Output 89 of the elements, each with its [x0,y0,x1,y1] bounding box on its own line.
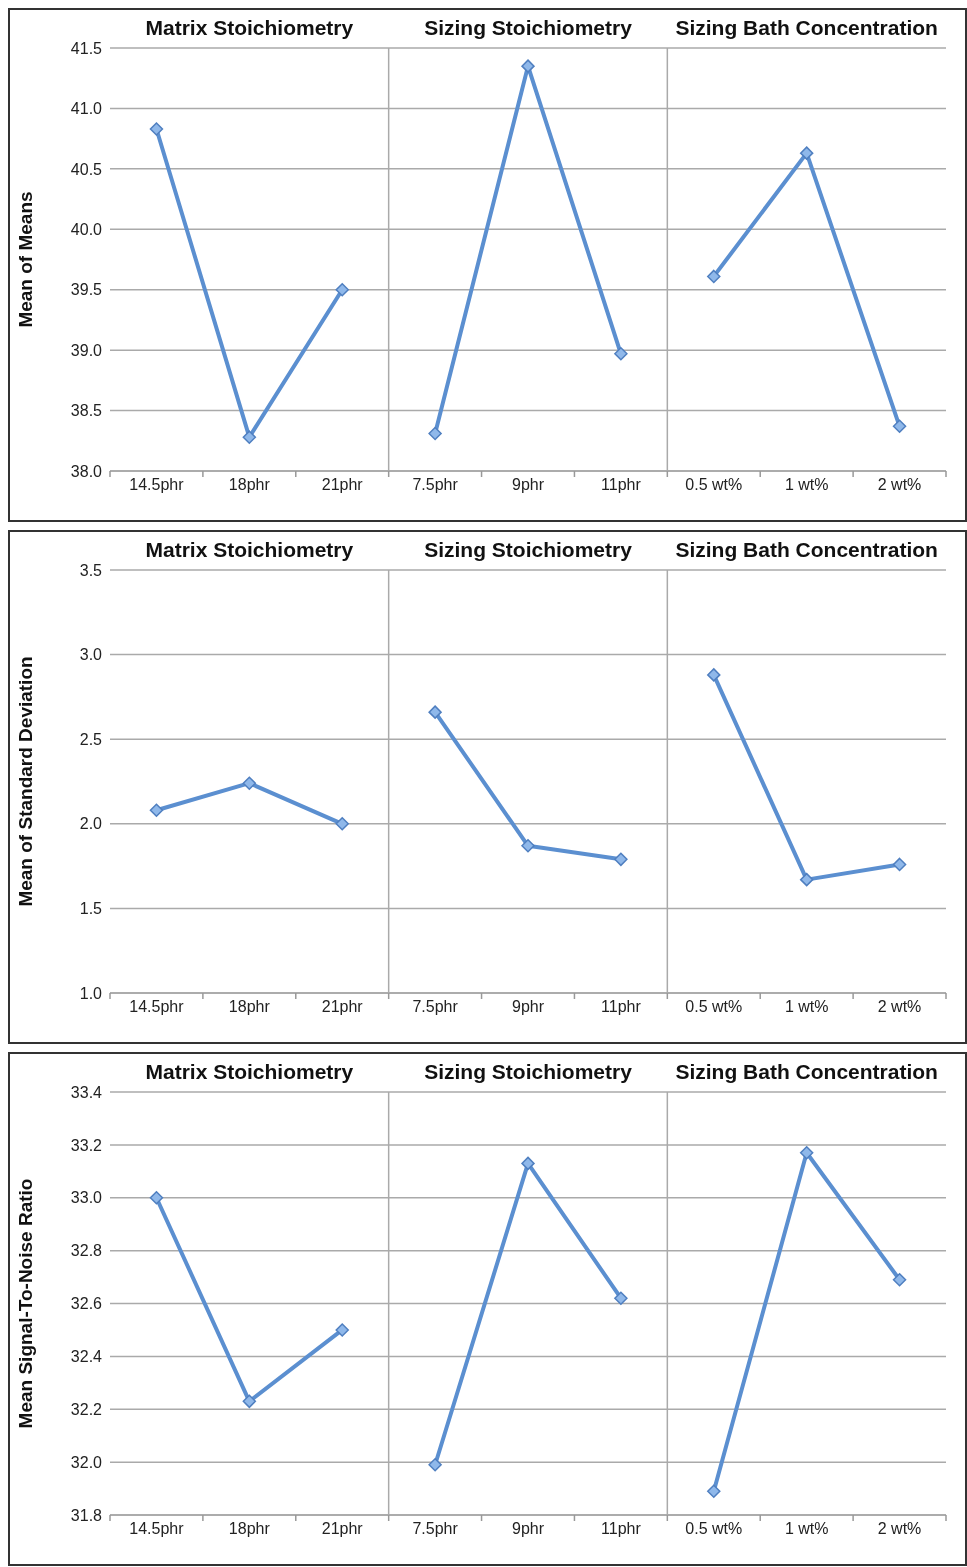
y-tick-label: 33.2 [70,1136,103,1154]
y-tick-label: 2.5 [79,730,103,748]
y-axis-title: Mean of Standard Deviation [14,656,36,907]
y-tick-label: 33.4 [70,1083,103,1101]
point [707,1484,721,1498]
y-tick-label: 3.0 [79,646,103,664]
y-tick-label: 39.5 [70,281,103,299]
point [614,1291,628,1305]
y-tick-label: 38.0 [70,462,103,480]
point [242,430,257,444]
x-tick-label: 11phr [601,1520,642,1538]
y-tick-label: 41.0 [70,100,103,118]
text: Sizing Stoichiometry [424,538,632,561]
point [242,1394,257,1409]
x-tick-label: 1 wt% [784,476,829,494]
point [149,803,164,818]
x-tick-label: 0.5 wt% [685,476,743,494]
point [428,705,442,719]
text: Sizing Bath Concentration [674,538,939,562]
y-axis-title: Mean Signal-To-Noise Ratio [14,1178,36,1429]
x-tick-label: 1 wt% [784,1520,829,1538]
x-tick-label: 21phr [321,1520,364,1538]
y-tick-label: 32.2 [70,1400,103,1418]
text: Matrix Stoichiometry [144,16,355,40]
x-tick-label: 18phr [228,998,271,1016]
y-tick-label: 1.5 [79,900,103,918]
y-tick-label: 41.5 [70,39,103,57]
x-tick-label: 18phr [228,476,271,494]
text: Sizing Bath Concentration [674,16,939,40]
x-tick-label: 2 wt% [877,998,922,1016]
y-tick-label: 3.5 [79,561,103,579]
point [614,852,628,867]
x-tick-label: 0.5 wt% [685,1520,743,1538]
y-axis-title: Mean of Means [14,191,36,328]
y-tick-label: 31.8 [70,1506,103,1524]
y-tick-label: 32.4 [70,1348,103,1366]
point [799,872,814,887]
x-tick-label: 14.5phr [129,476,185,494]
text: Sizing Stoichiometry [424,1060,632,1083]
x-tick-label: 14.5phr [129,998,185,1016]
y-tick-label: 2.0 [79,815,103,833]
y-tick-label: 38.5 [70,402,103,420]
y-tick-label: 40.0 [70,220,103,238]
text: Matrix Stoichiometry [144,538,355,562]
x-tick-label: 7.5phr [412,998,459,1016]
x-tick-label: 9phr [511,476,545,494]
x-tick-label: 0.5 wt% [685,998,743,1016]
point [892,857,907,872]
point [521,839,535,853]
y-tick-label: 40.5 [70,160,103,178]
point [521,1156,535,1171]
x-tick-label: 11phr [601,998,642,1016]
y-tick-label: 1.0 [79,984,103,1002]
y-tick-label: 39.0 [70,341,103,359]
point [614,347,628,361]
text: Matrix Stoichiometry [144,1060,355,1084]
y-tick-label: 32.8 [70,1242,103,1260]
point [242,776,257,790]
point [149,1191,164,1205]
x-tick-label: 14.5phr [129,1520,185,1538]
x-tick-label: 9phr [511,1520,545,1538]
y-tick-label: 33.0 [70,1189,103,1207]
text: Sizing Stoichiometry [424,16,632,39]
point [521,59,535,73]
point [428,426,442,441]
x-tick-label: 21phr [321,476,364,494]
point [335,282,349,297]
text: Sizing Bath Concentration [674,1060,939,1084]
point [149,122,164,136]
x-tick-label: 2 wt% [877,1520,922,1538]
point [799,146,814,160]
y-tick-label: 32.6 [70,1295,103,1313]
y-tick-label: 32.0 [70,1453,103,1471]
point [707,269,721,284]
point [335,817,349,831]
x-tick-label: 2 wt% [877,476,922,494]
x-tick-label: 7.5phr [412,476,459,494]
point [335,1323,349,1337]
x-tick-label: 9phr [511,998,545,1016]
point [799,1146,814,1160]
x-tick-label: 1 wt% [784,998,829,1016]
x-tick-label: 21phr [321,998,364,1016]
x-tick-label: 18phr [228,1520,271,1538]
x-tick-label: 7.5phr [412,1520,459,1538]
x-tick-label: 11phr [601,476,642,494]
point [892,419,907,434]
point [428,1458,442,1472]
point [707,668,721,682]
point [892,1272,907,1287]
